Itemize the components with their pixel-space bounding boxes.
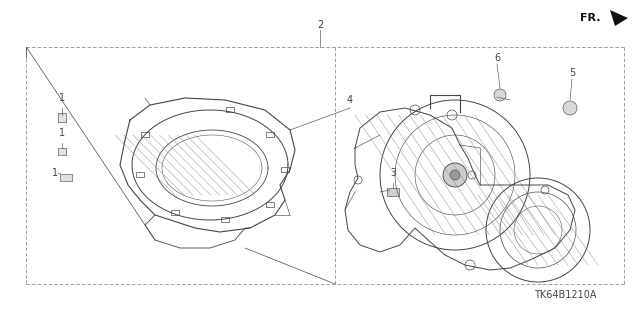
- Bar: [136, 172, 144, 177]
- Bar: [141, 132, 149, 137]
- Text: FR.: FR.: [580, 13, 600, 23]
- Circle shape: [563, 101, 577, 115]
- Bar: [281, 167, 289, 172]
- Text: 1: 1: [52, 168, 58, 178]
- Bar: [266, 132, 274, 137]
- Text: 4: 4: [347, 95, 353, 105]
- Bar: [58, 148, 66, 155]
- Bar: [221, 217, 229, 222]
- Circle shape: [443, 163, 467, 187]
- Bar: [266, 202, 274, 207]
- Bar: [58, 113, 66, 122]
- Circle shape: [450, 170, 460, 180]
- Text: 1: 1: [59, 93, 65, 103]
- Polygon shape: [610, 10, 628, 26]
- Circle shape: [494, 89, 506, 101]
- Bar: [171, 210, 179, 215]
- Text: 6: 6: [494, 53, 500, 63]
- Text: 2: 2: [317, 20, 323, 30]
- Text: 5: 5: [569, 68, 575, 78]
- Text: 3: 3: [390, 168, 396, 178]
- Bar: [60, 174, 72, 181]
- Bar: [226, 107, 234, 112]
- Bar: [387, 188, 399, 196]
- Text: 1: 1: [59, 128, 65, 138]
- Text: TK64B1210A: TK64B1210A: [534, 290, 596, 300]
